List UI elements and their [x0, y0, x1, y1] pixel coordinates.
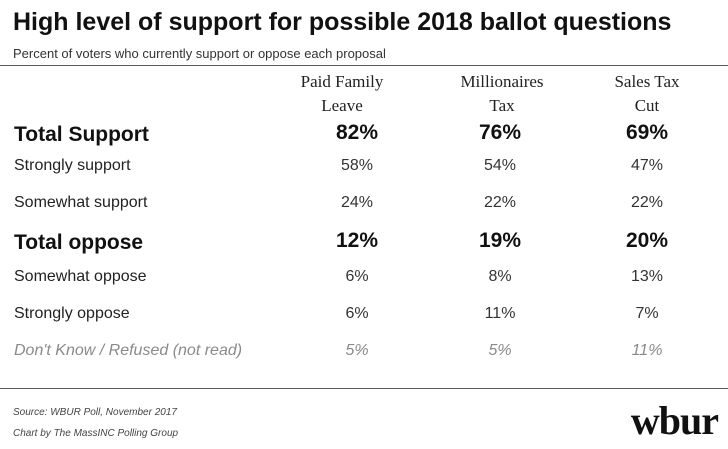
- table-cell: 13%: [630, 268, 664, 285]
- table-cell: 8%: [488, 268, 512, 285]
- column-header-millionaires-tax: Millionaires Tax: [432, 70, 572, 118]
- table-cell: 76%: [478, 121, 522, 144]
- page-title: High level of support for possible 2018 …: [13, 8, 672, 36]
- row-label-total-oppose: Total oppose: [14, 231, 144, 254]
- table-cell: 7%: [635, 305, 659, 322]
- table-cell: 24%: [340, 194, 374, 211]
- row-label-total-support: Total Support: [14, 123, 149, 146]
- column-header-line: Leave: [321, 96, 363, 115]
- credit-note: Chart by The MassINC Polling Group: [13, 428, 179, 439]
- column-header-paid-family-leave: Paid Family Leave: [272, 70, 412, 118]
- table-cell: 5%: [345, 342, 369, 359]
- table-cell: 11%: [484, 305, 516, 322]
- wbur-logo: wbur: [630, 398, 719, 443]
- table-cell: 22%: [630, 194, 664, 211]
- table-cell: 20%: [625, 229, 669, 252]
- table-cell: 69%: [625, 121, 669, 144]
- column-header-line: Millionaires: [460, 72, 544, 91]
- table-cell: 5%: [488, 342, 512, 359]
- table-cell: 54%: [483, 157, 517, 174]
- table-cell: 19%: [478, 229, 522, 252]
- table-cell: 22%: [483, 194, 517, 211]
- column-header-line: Sales Tax: [614, 72, 680, 91]
- table-cell: 82%: [335, 121, 379, 144]
- table-cell: 12%: [335, 229, 379, 252]
- table-cell: 47%: [630, 157, 664, 174]
- top-divider: [0, 65, 728, 66]
- row-label-dont-know-refused: Don't Know / Refused (not read): [14, 342, 243, 359]
- source-note: Source: WBUR Poll, November 2017: [13, 407, 177, 418]
- table-cell: 6%: [345, 305, 369, 322]
- row-label-somewhat-oppose: Somewhat oppose: [14, 268, 147, 285]
- column-header-line: Paid Family: [300, 72, 384, 91]
- table-cell: 6%: [345, 268, 369, 285]
- column-header-line: Cut: [634, 96, 660, 115]
- column-header-sales-tax-cut: Sales Tax Cut: [577, 70, 717, 118]
- row-label-strongly-support: Strongly support: [14, 157, 131, 174]
- row-label-somewhat-support: Somewhat support: [14, 194, 148, 211]
- row-label-strongly-oppose: Strongly oppose: [14, 305, 130, 322]
- table-cell: 11%: [631, 342, 663, 359]
- table-cell: 58%: [340, 157, 374, 174]
- bottom-divider: [0, 388, 728, 389]
- column-header-line: Tax: [489, 96, 515, 115]
- page-subtitle: Percent of voters who currently support …: [13, 46, 386, 61]
